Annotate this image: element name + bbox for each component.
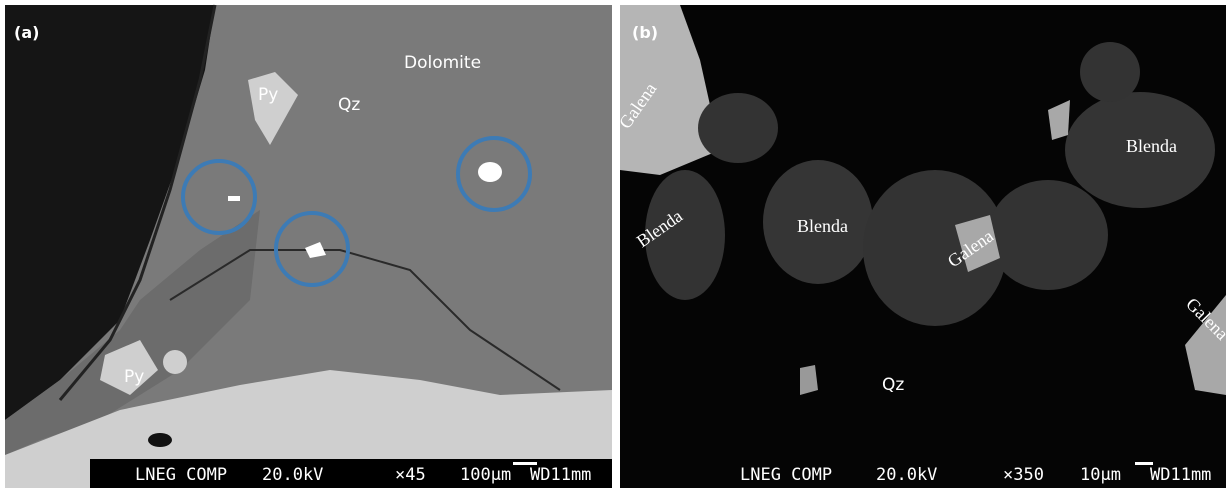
info-text: 10μm [1080,465,1121,485]
annotation: Blenda [1126,136,1177,156]
annotation: Qz [882,375,904,395]
info-text: 20.0kV [876,465,937,485]
grain [163,350,187,374]
panel-b: (b) Galena Blenda Blenda Blenda Galena G… [615,5,1226,488]
annotation: Blenda [797,216,848,236]
grain [800,365,818,395]
panel-label: (b) [632,23,658,42]
info-text: 20.0kV [262,465,323,485]
info-text: ×45 [395,465,426,485]
annotation: Qz [338,95,360,115]
panel-label: (a) [14,23,39,42]
figure: (a) Py Qz Dolomite Py LNEG COMP 20.0kV ×… [0,0,1226,488]
info-text: LNEG COMP [740,465,832,485]
annotation: Dolomite [404,53,481,73]
info-text: ×350 [1003,465,1044,485]
blenda-grain [1080,42,1140,102]
info-text: WD11mm [1150,465,1211,485]
info-text: LNEG COMP [135,465,227,485]
annotation: Py [124,367,144,387]
blenda-grain [698,93,778,163]
annotation: Py [258,85,278,105]
pore [148,433,172,447]
info-text: 100μm [460,465,511,485]
inclusion [228,196,240,201]
panel-a: (a) Py Qz Dolomite Py LNEG COMP 20.0kV ×… [5,5,612,488]
blenda-grain [988,180,1108,290]
inclusion [478,162,502,182]
info-text: WD11mm [530,465,591,485]
